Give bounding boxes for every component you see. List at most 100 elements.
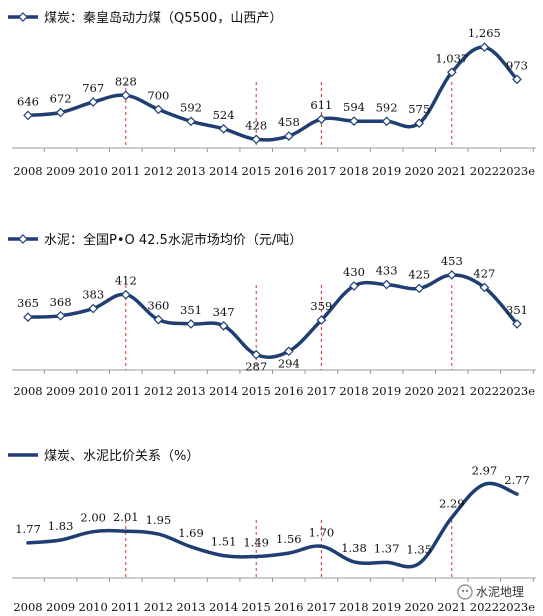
- data-label: 973: [506, 58, 528, 72]
- data-label: 359: [310, 299, 332, 313]
- data-point-marker: [283, 131, 294, 141]
- data-point-marker: [349, 281, 359, 291]
- x-tick-label: 2009: [46, 600, 75, 614]
- chart-title: 水泥：全国P•O 42.5水泥市场均价（元/吨）: [44, 232, 302, 248]
- data-point-marker: [120, 90, 131, 101]
- x-tick-label: 2015: [242, 600, 271, 614]
- data-point-marker: [88, 97, 99, 107]
- x-tick-label: 2015: [242, 384, 271, 398]
- data-label: 425: [408, 267, 430, 281]
- x-tick-label: 2011: [111, 384, 140, 398]
- data-point-marker: [512, 74, 522, 85]
- watermark: 水泥地理: [457, 584, 524, 600]
- data-label: 428: [245, 118, 267, 132]
- x-tick-label: 2023e: [499, 164, 535, 178]
- data-point-marker: [55, 310, 66, 321]
- data-point-marker: [446, 270, 457, 280]
- data-point-marker: [153, 104, 164, 115]
- x-tick-label: 2021: [437, 600, 466, 614]
- data-label: 1.35: [406, 542, 432, 556]
- data-point-marker: [414, 283, 425, 294]
- data-label: 412: [115, 274, 137, 288]
- data-label: 828: [115, 74, 137, 88]
- data-label: 2.77: [504, 473, 530, 487]
- x-tick-label: 2011: [111, 600, 140, 614]
- x-tick-label: 2010: [79, 384, 108, 398]
- x-tick-label: 2013: [176, 600, 205, 614]
- data-point-marker: [512, 319, 522, 329]
- data-point-marker: [251, 134, 262, 145]
- data-label: 575: [408, 102, 430, 116]
- data-point-marker: [88, 303, 99, 314]
- x-tick-label: 2012: [144, 600, 173, 614]
- data-point-marker: [218, 320, 229, 331]
- data-label: 1.56: [276, 532, 302, 546]
- data-point-marker: [23, 110, 33, 121]
- data-label: 453: [441, 254, 463, 268]
- x-tick-label: 2016: [274, 384, 303, 398]
- chart-panel-3: 煤炭、水泥比价关系（%）2008 2009 2010 2011 2012 2013 2014…: [8, 449, 536, 614]
- data-label: 383: [82, 288, 104, 302]
- data-point-marker: [218, 123, 229, 134]
- chart-panel-1: 煤炭：秦皇岛动力煤（Q5500，山西产） 2008 2009 2010 2011 2012…: [8, 10, 536, 178]
- data-point-marker: [55, 107, 66, 118]
- data-label: 1.38: [341, 541, 367, 555]
- data-label: 592: [376, 100, 398, 114]
- data-point-marker: [316, 114, 327, 125]
- data-label: 1.49: [243, 536, 269, 550]
- x-tick-label: 2010: [79, 164, 108, 178]
- data-point-marker: [283, 346, 294, 357]
- x-tick-label: 2018: [339, 384, 368, 398]
- series-line: [26, 481, 519, 569]
- data-point-marker: [381, 279, 392, 290]
- chart-title: 煤炭：秦皇岛动力煤（Q5500，山西产）: [44, 10, 282, 26]
- series-line: [26, 273, 519, 359]
- data-label: 1.83: [48, 519, 74, 533]
- data-label: 1.37: [374, 541, 400, 555]
- x-tick-label: 2008: [13, 600, 42, 614]
- data-label: 592: [180, 100, 202, 114]
- data-label: 287: [245, 360, 267, 374]
- data-label: 767: [82, 81, 104, 95]
- x-tick-label: 2014: [209, 164, 238, 178]
- x-tick-label: 2020: [405, 600, 434, 614]
- x-tick-label: 2022: [470, 600, 499, 614]
- data-point-marker: [414, 118, 425, 129]
- data-label: 1,037: [435, 51, 468, 65]
- x-tick-label: 2019: [372, 600, 401, 614]
- data-label: 294: [278, 356, 300, 370]
- x-tick-label: 2008: [13, 384, 42, 398]
- data-label: 2.97: [472, 463, 498, 477]
- data-label: 1.70: [309, 525, 335, 539]
- data-point-marker: [186, 319, 196, 329]
- data-label: 1.69: [178, 526, 204, 540]
- data-label: 1.95: [146, 513, 172, 527]
- data-label: 524: [213, 108, 235, 122]
- data-label: 2.01: [113, 510, 139, 524]
- data-label: 1.77: [15, 522, 41, 536]
- data-label: 1.51: [211, 535, 237, 549]
- data-point-marker: [479, 282, 490, 293]
- x-tick-label: 2013: [176, 384, 205, 398]
- x-tick-label: 2017: [307, 384, 336, 398]
- data-point-marker: [120, 289, 131, 300]
- x-tick-label: 2017: [307, 164, 336, 178]
- data-label: 351: [506, 303, 528, 317]
- data-label: 2.29: [439, 497, 465, 511]
- x-tick-label: 2021: [437, 164, 466, 178]
- x-tick-label: 2020: [405, 384, 434, 398]
- legend-marker: [18, 234, 28, 244]
- x-tick-label: 2018: [339, 164, 368, 178]
- data-label: 360: [147, 299, 169, 313]
- legend-marker: [18, 12, 28, 22]
- x-tick-label: 2021: [437, 384, 466, 398]
- data-point-marker: [251, 349, 262, 360]
- data-point-marker: [349, 116, 359, 126]
- data-point-marker: [23, 312, 33, 323]
- x-tick-label: 2019: [372, 384, 401, 398]
- watermark-icon-dot: [465, 589, 469, 593]
- x-tick-label: 2009: [46, 384, 75, 398]
- data-label: 2.00: [80, 511, 106, 525]
- data-label: 368: [50, 295, 72, 309]
